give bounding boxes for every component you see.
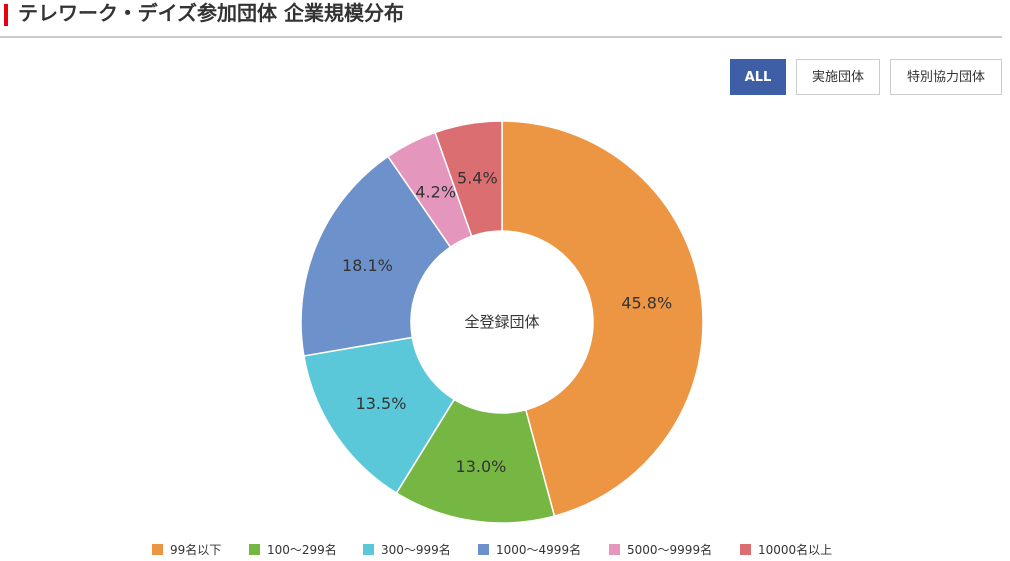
pie-slice-3[interactable]	[303, 336, 456, 495]
pie-slice-6[interactable]	[434, 120, 503, 238]
filter-special-cooperation-button[interactable]: 特別協力団体	[890, 59, 1002, 95]
legend-swatch	[249, 544, 260, 555]
legend-label: 1000〜4999名	[496, 543, 582, 557]
center-label: 全登録団体	[464, 313, 539, 331]
slice-label-3: 13.5%	[356, 394, 407, 413]
slice-label-2: 13.0%	[456, 457, 507, 476]
chart-legend: 99名以下 100〜299名 300〜999名 1000〜4999名 5000〜9999…	[0, 540, 1010, 560]
legend-label: 100〜299名	[267, 543, 337, 557]
legend-swatch	[740, 544, 751, 555]
pie-slice-1[interactable]	[501, 120, 704, 517]
slice-label-5: 4.2%	[415, 182, 456, 201]
legend-swatch	[609, 544, 620, 555]
legend-swatch	[363, 544, 374, 555]
legend-swatch	[152, 544, 163, 555]
title-accent-bar	[4, 4, 8, 26]
legend-label: 10000名以上	[758, 543, 833, 557]
donut-chart: 45.8% 13.0% 13.5% 18.1% 4.2%5.4% 全登録団体	[300, 120, 704, 524]
legend-label: 300〜999名	[381, 543, 451, 557]
legend-label: 5000〜9999名	[627, 543, 713, 557]
filter-all-button[interactable]: ALL	[730, 59, 786, 95]
page-title: テレワーク・デイズ参加団体 企業規模分布	[18, 1, 404, 25]
filter-implementing-button[interactable]: 実施団体	[796, 59, 880, 95]
legend-swatch	[478, 544, 489, 555]
slice-label-4: 18.1%	[342, 256, 393, 275]
title-bar: テレワーク・デイズ参加団体 企業規模分布	[0, 0, 1002, 38]
pie-slice-4[interactable]	[300, 155, 452, 357]
slice-label-6: 5.4%	[457, 169, 498, 188]
legend-label: 99名以下	[170, 543, 222, 557]
slice-label-1: 45.8%	[621, 293, 672, 312]
